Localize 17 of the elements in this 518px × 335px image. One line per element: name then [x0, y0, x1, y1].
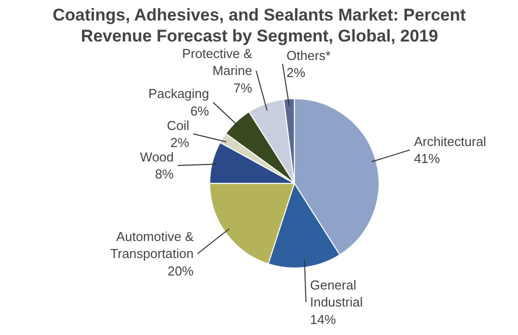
slice-label: Protective & Marine — [182, 46, 253, 78]
slice-label: Packaging — [148, 86, 210, 102]
data-label: 6% — [190, 103, 210, 118]
chart-title: Coatings, Adhesives, and Sealants Market: Percent Revenue Forecast by Segment, Global, 2019 — [52, 5, 466, 46]
data-label: 2% — [170, 135, 190, 150]
slice-label: Others* — [286, 48, 331, 63]
slice-label: General Industrial — [310, 277, 363, 310]
data-label: 20% — [168, 263, 194, 278]
data-label: 2% — [286, 65, 306, 80]
data-label: 41% — [414, 151, 440, 166]
slice-label: Architectural — [414, 134, 486, 149]
data-label: 8% — [154, 166, 174, 182]
data-label: 7% — [233, 80, 253, 96]
slice-label: Automotive & Transportation — [110, 228, 194, 262]
data-label: 14% — [310, 312, 336, 327]
slice-label: Coil — [166, 118, 190, 133]
slice-label: Wood — [140, 149, 174, 164]
